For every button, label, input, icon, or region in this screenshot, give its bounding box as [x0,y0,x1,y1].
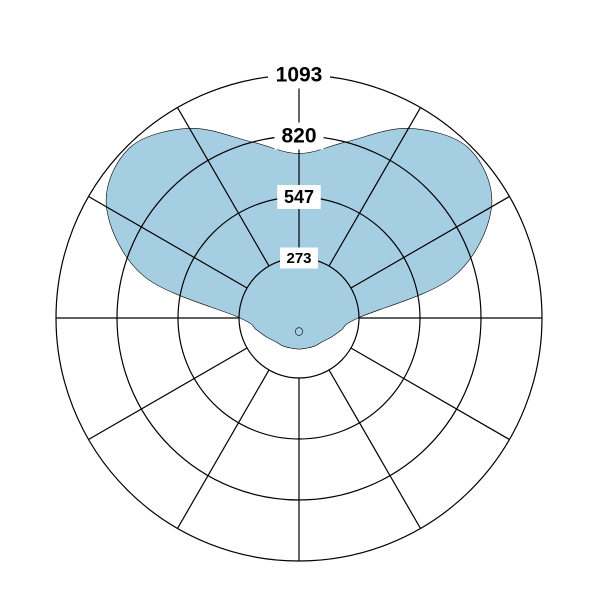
radial-tick-label-820: 820 [281,125,316,148]
grid-spoke-240 [88,347,248,441]
radial-tick-label-273: 273 [286,250,311,267]
radial-tick-label-1093: 1093 [276,64,323,87]
radial-tick-labels: 273 547 820 1093 [267,61,331,269]
grid-spoke-30 [328,107,422,267]
offset-lobe [295,327,303,336]
tick-label-bg-0 [280,247,318,269]
radial-tick-label-547: 547 [284,187,314,207]
grid-spoke-330 [176,107,270,267]
grid-spoke-120 [350,347,510,441]
grid-spoke-60 [350,195,510,289]
tick-label-bg-3 [267,61,331,89]
grid-spoke-300 [88,195,248,289]
tick-label-bg-2 [274,122,324,150]
grid-spoke-150 [328,369,422,529]
grid-spoke-210 [176,369,270,529]
tick-label-bg-1 [277,185,321,209]
polar-grid [55,74,543,562]
